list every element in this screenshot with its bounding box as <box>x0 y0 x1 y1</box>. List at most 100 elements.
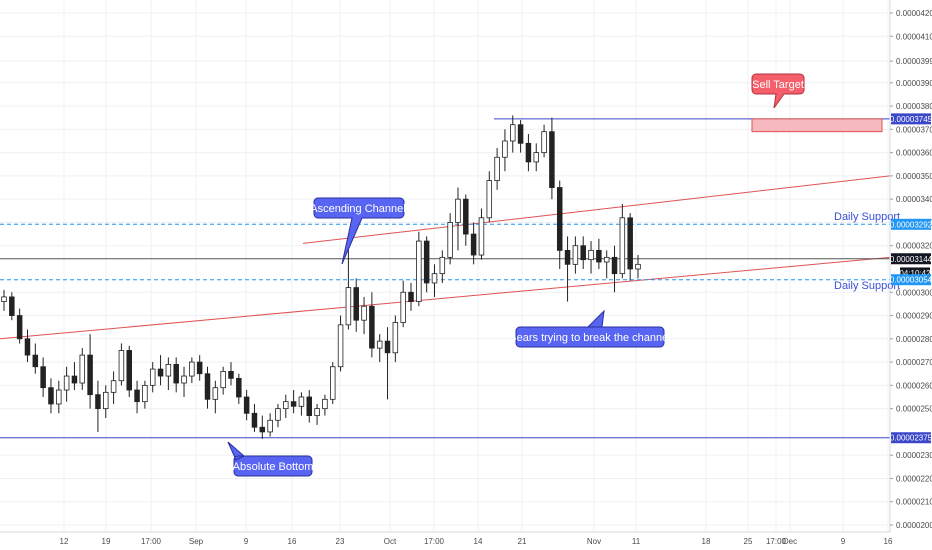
candle-body <box>416 240 422 302</box>
candle-body <box>635 263 641 270</box>
callout-sell-target[interactable]: Sell Target <box>751 73 805 109</box>
time-tick-label: 21 <box>518 537 527 546</box>
candle <box>423 236 430 293</box>
candle-body <box>603 256 610 263</box>
candle-body <box>439 256 446 275</box>
candle-body <box>423 240 430 284</box>
candle-body <box>87 354 93 396</box>
candle <box>580 236 586 269</box>
candle <box>103 385 109 418</box>
candle-body <box>533 152 539 163</box>
candle-body <box>149 368 156 386</box>
candle <box>149 362 156 393</box>
candle <box>87 334 93 409</box>
candle <box>259 415 266 439</box>
candle-body <box>118 350 125 382</box>
candle <box>314 403 320 425</box>
price-tag: 04:10:42 <box>899 267 931 279</box>
candle <box>478 208 485 260</box>
price-tags: 0.000037450.000032920.0000314404:10:420.… <box>890 113 932 444</box>
candle-body <box>486 180 493 219</box>
candle-body <box>588 249 594 261</box>
candle-body <box>48 387 54 405</box>
candle <box>502 129 508 172</box>
candle-body <box>212 387 219 400</box>
price-tag-bg <box>891 432 931 444</box>
candle <box>337 315 344 372</box>
time-tick-label: 14 <box>474 537 483 546</box>
candle-body <box>345 287 352 326</box>
candle-body <box>157 368 164 377</box>
candle <box>447 213 453 265</box>
ascending-channel-lines[interactable] <box>0 175 891 340</box>
price-tag-label: 04:10:42 <box>899 269 931 278</box>
price-tag-label: 0.00002375 <box>890 434 932 443</box>
candle <box>306 390 313 423</box>
time-tick-label: 25 <box>744 537 753 546</box>
annotation-callouts[interactable]: Ascending Channel Absolute Bottom Bears … <box>227 73 900 477</box>
candle-body <box>110 380 117 393</box>
candle <box>376 334 383 363</box>
candle-body <box>478 217 485 256</box>
candle <box>181 366 187 397</box>
price-tag: 0.00003054 <box>890 274 932 286</box>
callout-bears[interactable]: Bears trying to break the channel <box>509 309 671 348</box>
candle-body <box>259 426 266 433</box>
candle-body <box>63 375 70 391</box>
candle <box>549 117 555 200</box>
candle-body <box>79 354 86 384</box>
time-tick-label: Oct <box>384 537 397 546</box>
candle <box>110 371 117 404</box>
candle <box>533 143 539 172</box>
candle-body <box>267 419 273 433</box>
price-tag-bg <box>891 113 931 125</box>
candle-body <box>361 305 367 321</box>
candle-body <box>283 401 289 410</box>
candle-body <box>564 249 571 265</box>
price-tag: 0.00003144 <box>890 253 932 265</box>
price-tag-bg <box>900 267 930 279</box>
candle <box>196 355 203 381</box>
candle <box>267 413 273 437</box>
candle <box>165 357 172 391</box>
candle <box>283 394 289 418</box>
time-tick-label: Nov <box>587 537 601 546</box>
candle-body <box>220 370 226 389</box>
price-tick-label: 0.00003993 <box>896 57 932 66</box>
candle-body <box>126 350 132 391</box>
price-level-lines[interactable] <box>0 118 890 439</box>
candle <box>525 134 532 172</box>
candle <box>541 124 547 158</box>
candle-body <box>517 124 524 144</box>
time-axis[interactable]: 12 19 17:00 Sep 9 16 23 Oct 17:00 14 21 Nov 11 18 25 17… <box>0 531 893 546</box>
candle-body <box>134 389 140 403</box>
candle <box>275 403 281 428</box>
channel-upper-line[interactable] <box>302 175 891 244</box>
price-tag-label: 0.00003054 <box>890 276 932 285</box>
candle-body <box>189 361 195 377</box>
candle-body <box>40 366 46 389</box>
candle <box>243 390 250 421</box>
candle <box>126 345 132 397</box>
candle <box>329 362 336 404</box>
candle-body <box>549 131 555 188</box>
callout-absolute-bottom-text: Absolute Bottom <box>233 461 314 473</box>
time-tick-label: 12 <box>60 537 69 546</box>
price-tag-label: 0.00003745 <box>890 115 932 124</box>
candle-body <box>165 364 172 377</box>
candle <box>611 245 618 293</box>
candle <box>1 289 7 311</box>
price-tag-bg <box>891 253 931 265</box>
channel-lower-line[interactable] <box>0 256 891 340</box>
callout-absolute-bottom[interactable]: Absolute Bottom <box>227 441 314 477</box>
candle <box>596 238 602 269</box>
price-tag: 0.00002375 <box>890 432 932 444</box>
candle-body <box>376 340 383 349</box>
sell-target-zone[interactable] <box>751 118 883 133</box>
callout-ascending-channel[interactable]: Ascending Channel <box>310 197 406 265</box>
